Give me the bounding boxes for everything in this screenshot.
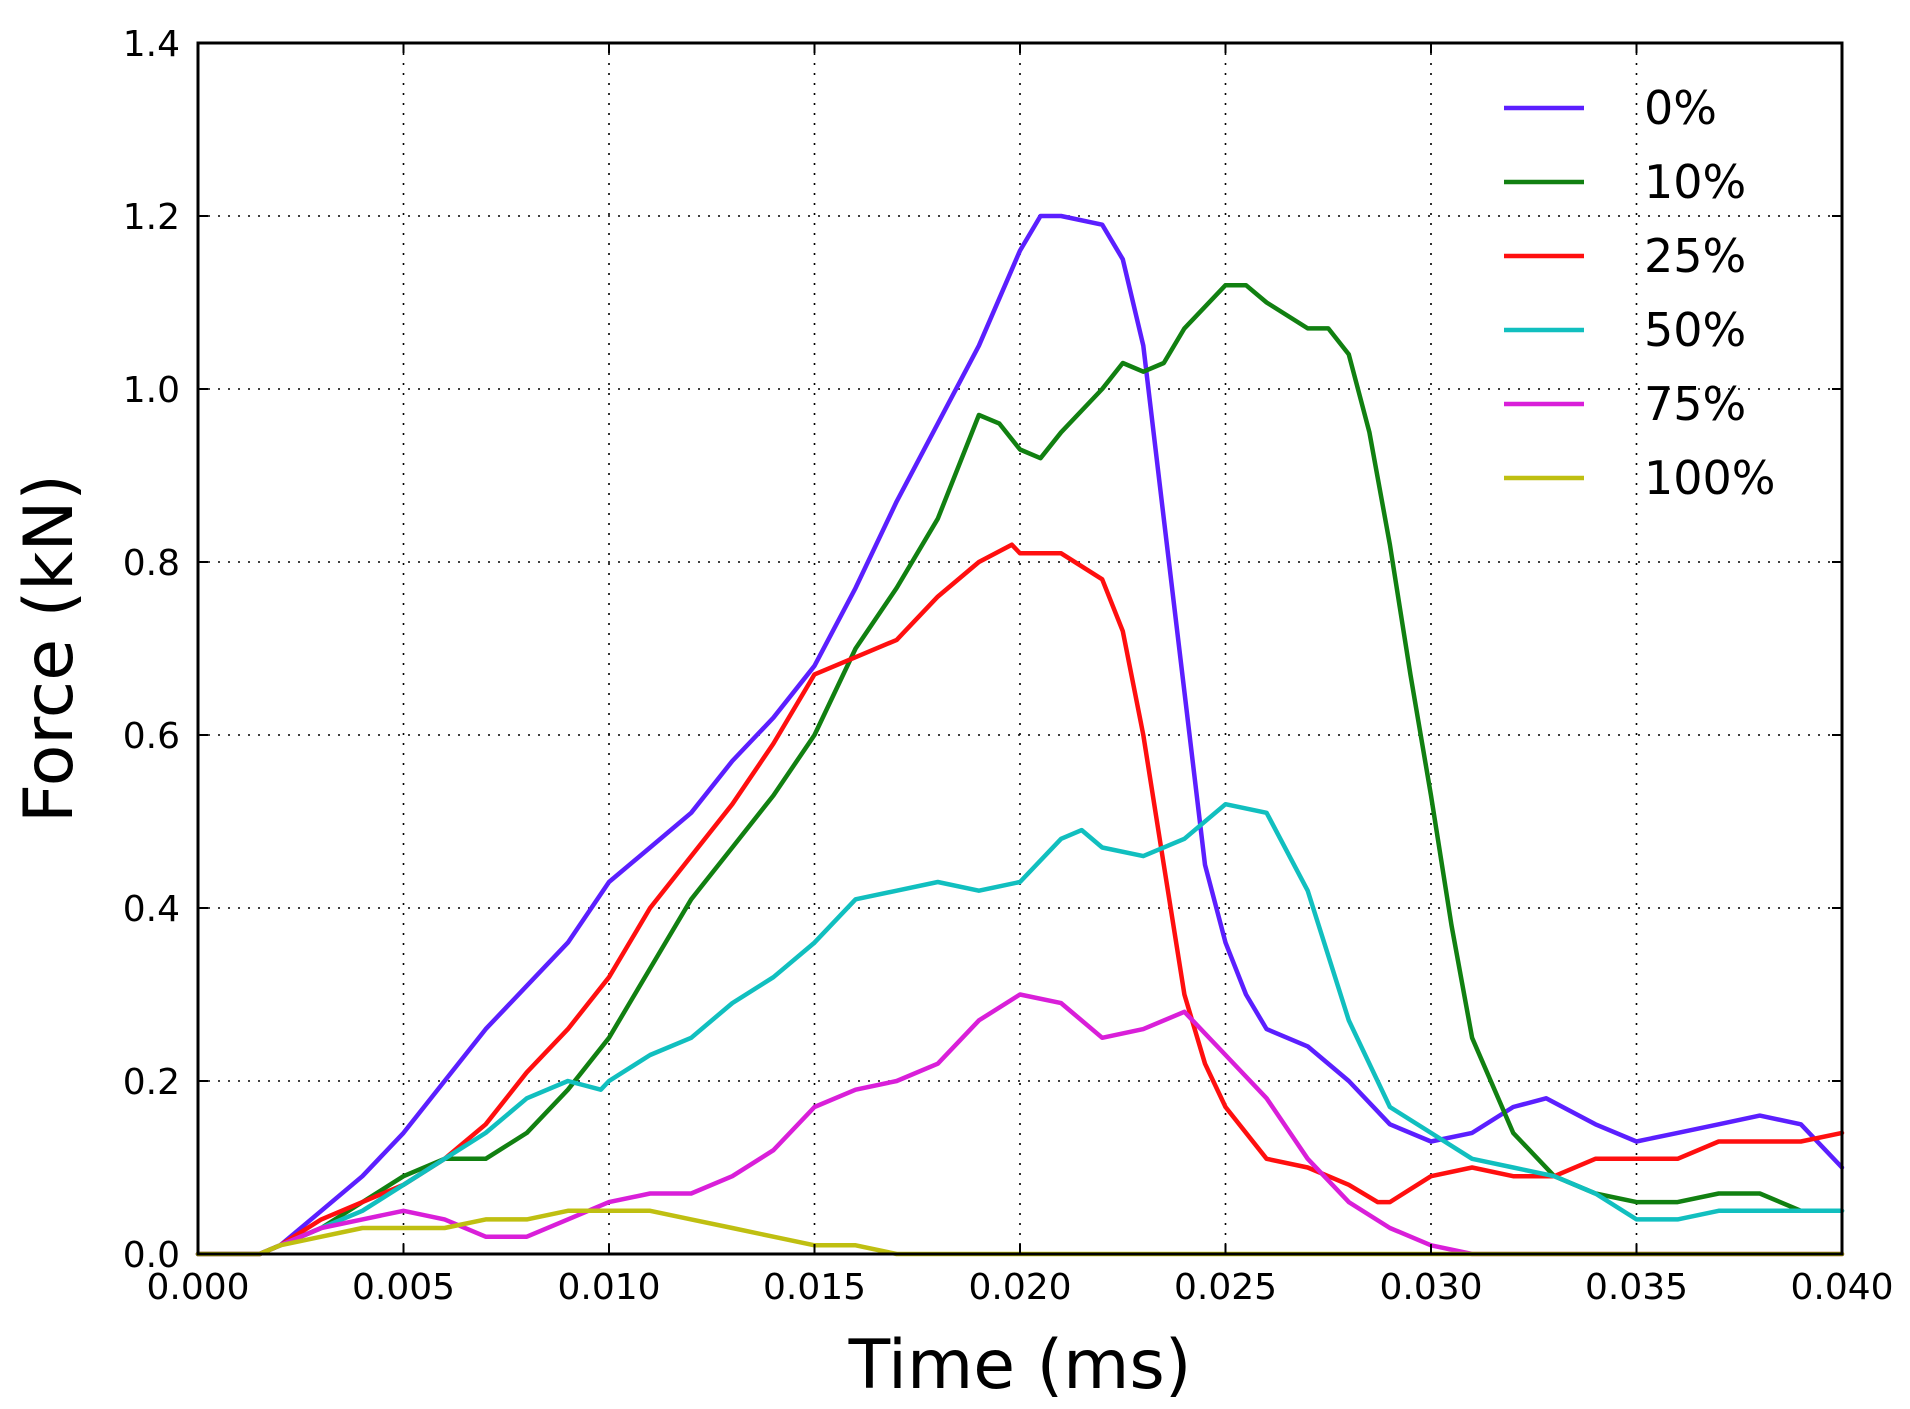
series-line-100-percent — [195, 1208, 1845, 1257]
x-tick-label: 0.040 — [1790, 1267, 1893, 1308]
x-tick-label: 0.015 — [763, 1267, 866, 1308]
legend: 0% 10% 25% 50% 75% 100% — [1504, 81, 1776, 505]
legend-label-50-percent: 50% — [1644, 303, 1746, 357]
series-line-0-percent — [195, 213, 1845, 1257]
x-tick-label: 0.035 — [1585, 1267, 1688, 1308]
legend-label-0-percent: 0% — [1644, 81, 1717, 135]
y-tick-label: 1.2 — [123, 197, 180, 238]
x-tick-label: 0.025 — [1174, 1267, 1277, 1308]
y-axis-title: Force (kN) — [10, 474, 89, 823]
series-line-25-percent — [195, 542, 1845, 1257]
series-line-10-percent — [195, 282, 1845, 1257]
y-tick-label: 0.2 — [123, 1062, 180, 1103]
legend-label-25-percent: 25% — [1644, 229, 1746, 283]
x-tick-label: 0.030 — [1379, 1267, 1482, 1308]
plot-series — [195, 213, 1845, 1257]
y-tick-label: 0.8 — [123, 543, 180, 584]
series-line-50-percent — [195, 801, 1845, 1257]
x-axis-title: Time (ms) — [848, 1326, 1192, 1405]
x-tick-label: 0.010 — [557, 1267, 660, 1308]
x-tick-label: 0.020 — [968, 1267, 1071, 1308]
series-line-75-percent — [195, 992, 1845, 1257]
y-tick-label: 0.6 — [123, 716, 180, 757]
legend-label-75-percent: 75% — [1644, 377, 1746, 431]
y-tick-label: 0.4 — [123, 889, 180, 930]
x-tick-label: 0.000 — [146, 1267, 249, 1308]
grid-lines — [198, 43, 1842, 1254]
y-tick-label: 1.4 — [123, 24, 180, 65]
legend-label-10-percent: 10% — [1644, 155, 1746, 209]
x-tick-label: 0.005 — [352, 1267, 455, 1308]
axis-ticks: 0.000 0.005 0.010 0.015 0.020 0.025 0.030 0.035… — [123, 24, 1894, 1308]
y-tick-label: 1.0 — [123, 370, 180, 411]
legend-label-100-percent: 100% — [1644, 451, 1776, 505]
y-tick-label: 0.0 — [123, 1235, 180, 1276]
